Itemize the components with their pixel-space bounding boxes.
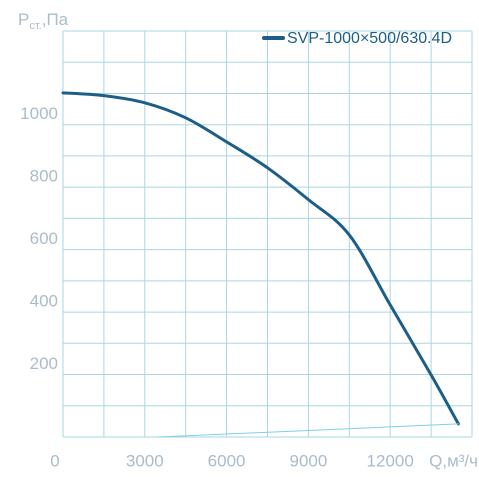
series-line bbox=[61, 91, 460, 426]
series-line bbox=[157, 423, 459, 438]
y-tick-label: 200 bbox=[30, 354, 58, 373]
x-tick-label: 3000 bbox=[126, 451, 164, 470]
y-tick-label: 1000 bbox=[20, 104, 58, 123]
y-tick-label: 800 bbox=[30, 167, 58, 186]
y-label-main: P bbox=[18, 10, 29, 29]
x-axis-label: Q,м³/ч bbox=[429, 451, 478, 470]
x-tick-label: 0 bbox=[50, 451, 59, 470]
x-tick-label: 9000 bbox=[289, 451, 327, 470]
x-tick-label: 12000 bbox=[367, 451, 414, 470]
y-axis-label: Pст.,Па bbox=[18, 10, 69, 31]
y-label-sub: ст. bbox=[29, 20, 41, 32]
y-tick-label: 600 bbox=[30, 229, 58, 248]
legend-text: SVP-1000×500/630.4D bbox=[287, 30, 452, 47]
y-label-rest: ,Па bbox=[42, 10, 69, 29]
y-tick-label: 400 bbox=[30, 292, 58, 311]
x-tick-label: 6000 bbox=[208, 451, 246, 470]
